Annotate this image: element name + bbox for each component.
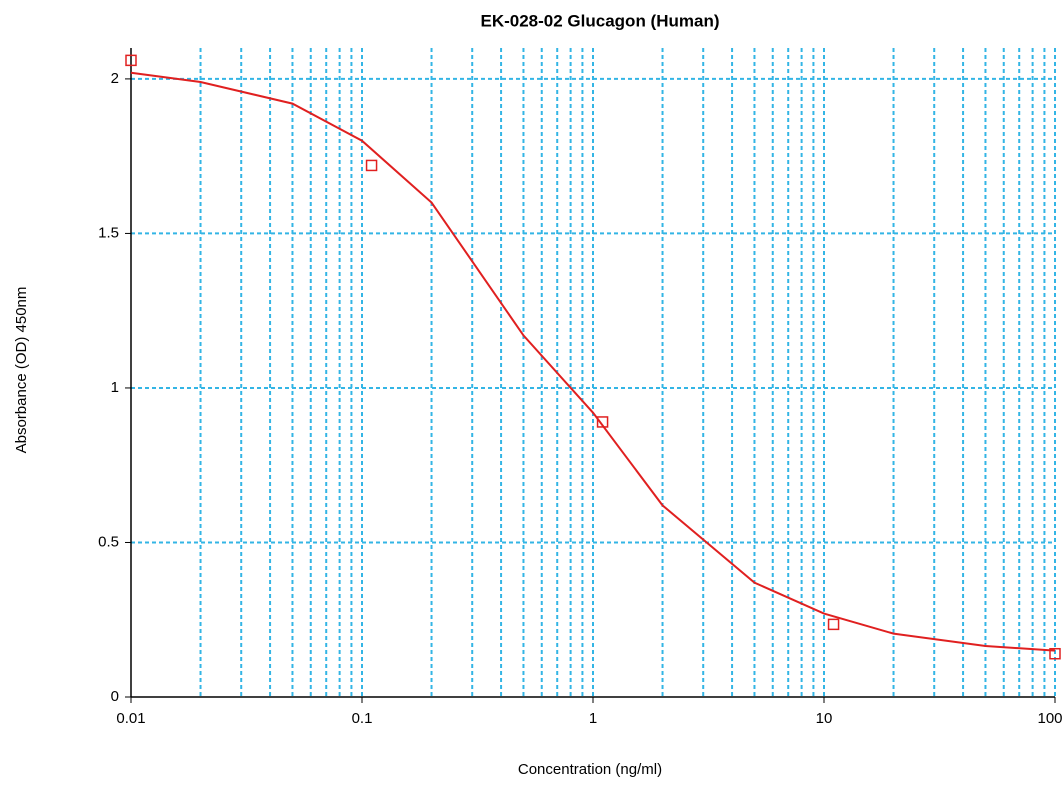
chart-title: EK-028-02 Glucagon (Human) xyxy=(481,11,720,30)
data-point xyxy=(827,618,840,631)
y-tick-label: 1 xyxy=(111,379,119,396)
fit-curve xyxy=(130,71,1056,652)
y-tick-label: 1.5 xyxy=(98,224,119,241)
y-tick-label: 0.5 xyxy=(98,533,119,550)
y-axis-label: Absorbance (OD) 450nm xyxy=(13,287,30,454)
x-tick-label: 0.01 xyxy=(116,710,145,727)
data-point xyxy=(596,416,609,428)
y-tick-label: 2 xyxy=(111,70,119,87)
x-tick-label: 100 xyxy=(1037,710,1062,727)
data-point xyxy=(125,54,137,67)
data-point xyxy=(365,159,378,172)
x-axis-label: Concentration (ng/ml) xyxy=(518,761,662,778)
x-tick-label: 10 xyxy=(816,710,833,727)
x-tick-label: 0.1 xyxy=(352,710,373,727)
data-point xyxy=(1049,647,1061,660)
x-tick-label: 1 xyxy=(589,710,597,727)
y-tick-label: 0 xyxy=(111,688,119,705)
